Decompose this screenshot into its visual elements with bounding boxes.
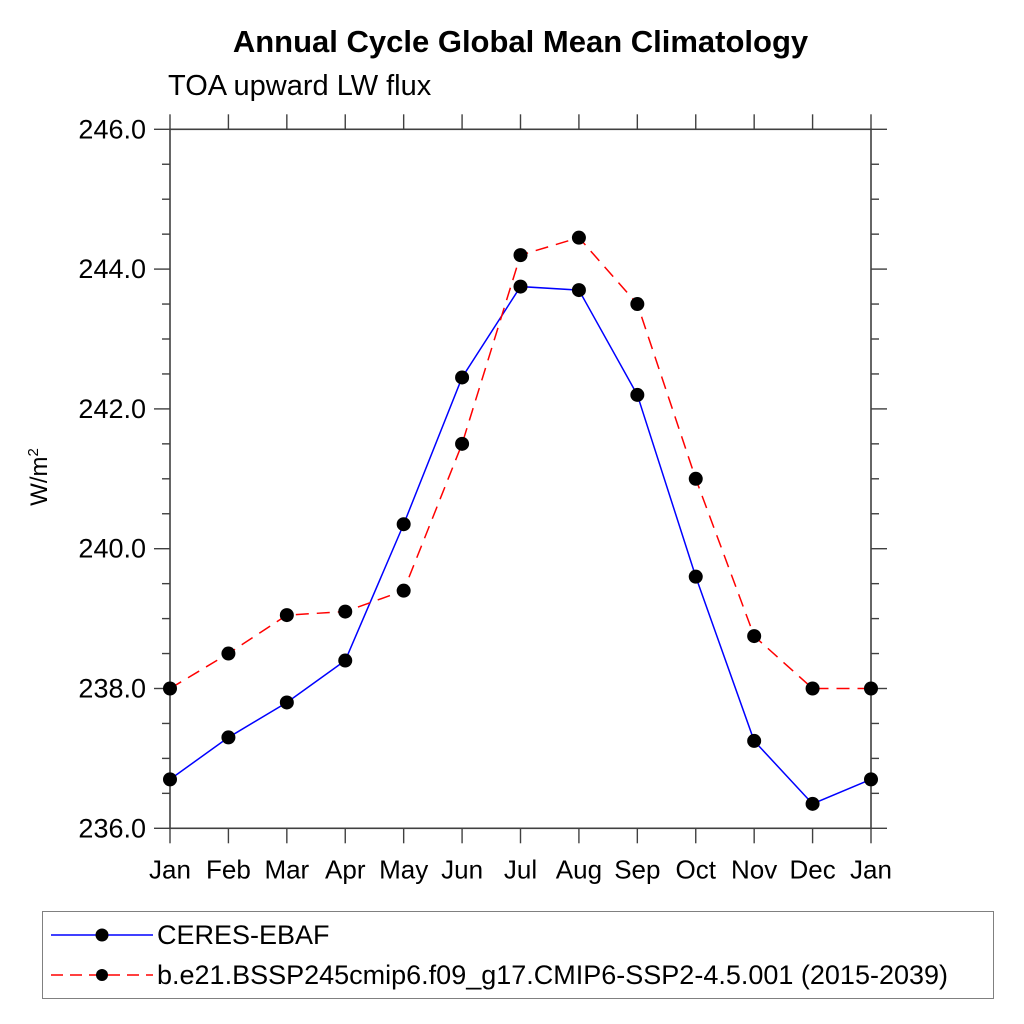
data-point (630, 297, 645, 312)
plot-frame (169, 128, 872, 830)
data-point (513, 248, 528, 263)
data-point (163, 681, 177, 696)
data-point (864, 772, 878, 787)
series-line-0 (169, 285, 872, 805)
legend: CERES-EBAF b.e21.BSSP245cmip6.f09_g17.CM… (42, 911, 994, 999)
x-tick-label: Apr (325, 854, 366, 884)
x-tick-label: Oct (676, 854, 717, 884)
data-point (279, 608, 294, 623)
chart-title: Annual Cycle Global Mean Climatology (232, 24, 809, 59)
data-point (747, 629, 762, 644)
y-tick-label: 238.0 (78, 674, 146, 704)
x-tick-label: Nov (731, 854, 777, 884)
x-tick-label: Jan (850, 854, 892, 884)
x-tick-label: Jun (441, 854, 483, 884)
legend-label: CERES-EBAF (157, 919, 330, 950)
data-point (688, 471, 703, 486)
legend-item: CERES-EBAF (49, 918, 993, 952)
data-point (396, 583, 411, 598)
data-point (571, 230, 586, 245)
data-point (805, 796, 820, 811)
data-point (221, 730, 236, 745)
y-tick-label: 242.0 (78, 394, 146, 424)
data-point (279, 695, 294, 710)
data-point (688, 569, 703, 584)
y-tick-label: 244.0 (78, 254, 146, 284)
x-tick-label: Jan (149, 854, 191, 884)
x-tick-label: Dec (789, 854, 835, 884)
legend-label: b.e21.BSSP245cmip6.f09_g17.CMIP6-SSP2-4.… (157, 959, 949, 990)
data-point (455, 370, 470, 385)
legend-marker-icon (96, 969, 108, 981)
data-point (513, 279, 528, 294)
x-tick-label: Feb (206, 854, 251, 884)
x-tick-label: Mar (264, 854, 309, 884)
legend-item: b.e21.BSSP245cmip6.f09_g17.CMIP6-SSP2-4.… (49, 958, 993, 992)
legend-marker-icon (95, 928, 109, 942)
y-tick-label: 236.0 (78, 813, 146, 843)
data-point (630, 387, 645, 402)
x-tick-label: May (379, 854, 428, 884)
data-point (163, 772, 177, 787)
data-point (747, 733, 762, 748)
chart-subtitle: TOA upward LW flux (168, 70, 432, 102)
x-tick-label: Sep (614, 854, 660, 884)
data-point (864, 681, 878, 696)
legend-line-sample (51, 969, 153, 981)
series-line-1 (169, 236, 871, 690)
data-point (338, 604, 353, 619)
data-point (221, 646, 236, 661)
legend-line-sample (51, 928, 153, 942)
data-point (571, 283, 586, 298)
data-point (455, 436, 470, 451)
y-tick-label: 246.0 (78, 114, 146, 144)
data-point (396, 517, 411, 532)
x-tick-label: Jul (504, 854, 537, 884)
x-tick-label: Aug (556, 854, 602, 884)
data-point (805, 681, 820, 696)
y-tick-label: 240.0 (78, 534, 146, 564)
data-point (338, 653, 353, 668)
